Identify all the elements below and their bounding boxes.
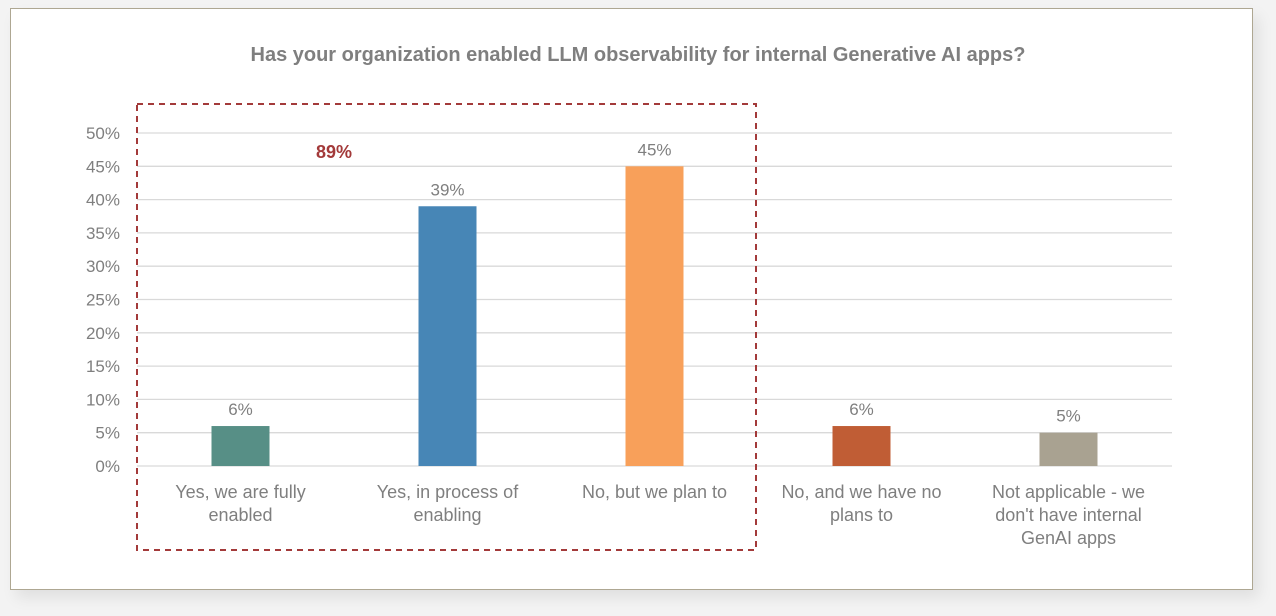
y-tick-label: 15% (86, 357, 120, 376)
data-label: 6% (228, 400, 253, 419)
category-label: Not applicable - we (992, 482, 1145, 502)
bar (625, 166, 684, 467)
category-label: don't have internal (995, 505, 1142, 525)
category-labels: Yes, we are fully enabled Yes, in process … (175, 482, 1145, 548)
chart-title: Has your organization enabled LLM observ… (250, 44, 1026, 66)
y-tick-label: 45% (86, 157, 120, 176)
category-label: Yes, in process of (377, 482, 519, 502)
category-label: plans to (830, 505, 893, 525)
category-label: Yes, we are fully (175, 482, 305, 502)
category-label: No, but we plan to (582, 482, 727, 502)
y-tick-label: 40% (86, 191, 120, 210)
y-tick-label: 30% (86, 257, 120, 276)
y-tick-label: 35% (86, 224, 120, 243)
y-tick-label: 25% (86, 291, 120, 310)
data-label: 45% (637, 140, 671, 159)
category-label: enabled (208, 505, 272, 525)
y-tick-label: 20% (86, 324, 120, 343)
bars (211, 166, 1098, 467)
highlight-box (136, 103, 757, 551)
bar (1039, 432, 1098, 466)
data-labels: 6% 39% 45% 6% 5% (228, 140, 1081, 425)
data-label: 39% (430, 180, 464, 199)
bar (418, 206, 477, 466)
data-label: 5% (1056, 407, 1081, 426)
category-label: enabling (413, 505, 481, 525)
category-label: No, and we have no (781, 482, 941, 502)
y-tick-label: 10% (86, 390, 120, 409)
y-tick-label: 0% (95, 457, 120, 476)
bar (211, 426, 270, 466)
bar (832, 426, 891, 466)
y-axis-ticks: 0% 5% 10% 15% 20% 25% 30% 35% 40% 45% 50% (86, 124, 120, 476)
y-tick-label: 50% (86, 124, 120, 143)
category-label: GenAI apps (1021, 528, 1116, 548)
y-tick-label: 5% (95, 424, 120, 443)
data-label: 6% (849, 400, 874, 419)
highlight-total-label: 89% (316, 142, 352, 162)
